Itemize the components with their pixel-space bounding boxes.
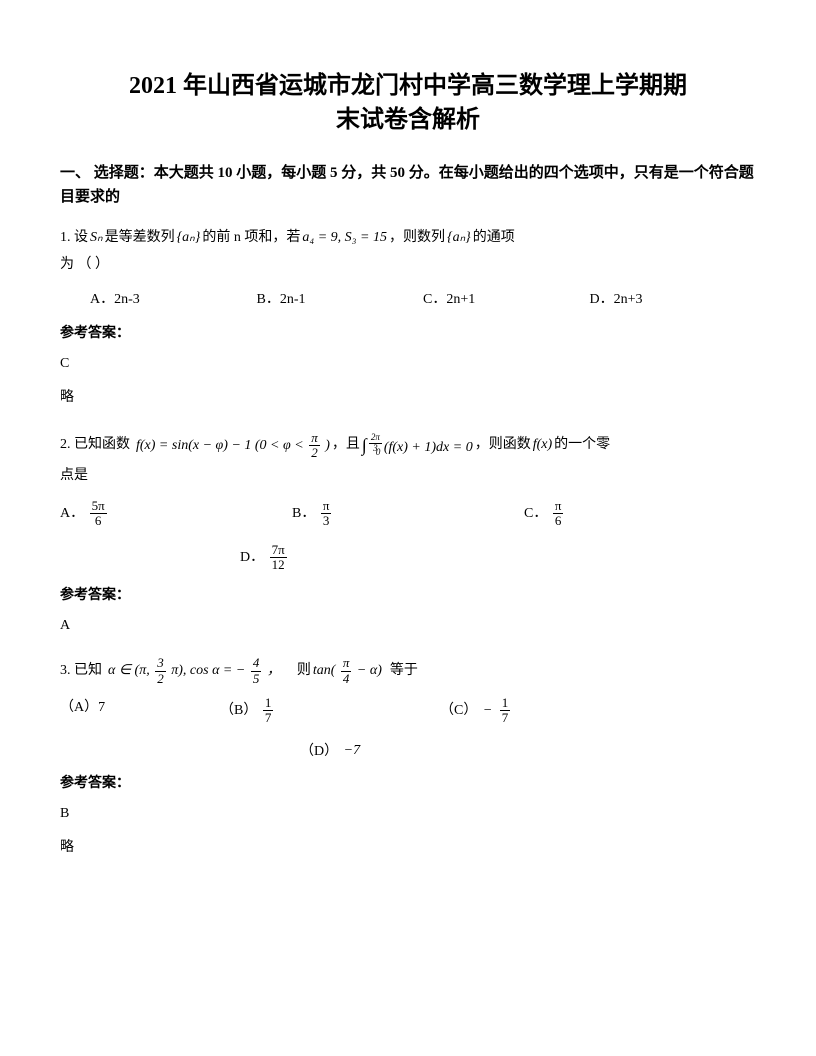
q3-options-row1: （A）7 （B） 17 （C） − 17 [60, 696, 756, 726]
q2-option-c: C． π6 [524, 499, 756, 529]
q1-option-c: C．2n+1 [423, 288, 590, 308]
q2-answer: A [60, 618, 756, 634]
q1-math-an1: {aₙ} [175, 225, 203, 252]
q2-text-2: ，则函数 [475, 432, 531, 459]
q1-line-2: 为 （ ） [60, 252, 756, 279]
q3-text-1: 则 [297, 658, 311, 685]
q1-solution: 略 [60, 386, 756, 406]
q2-math-integral: ∫2π30 (f(x) + 1)dx = 0 [360, 428, 475, 462]
q1-text-1: 是等差数列 [105, 225, 175, 252]
q2-line-2: 点是 [60, 463, 756, 490]
q3-option-a: （A）7 [60, 696, 220, 726]
q1-option-a: A．2n-3 [90, 288, 257, 308]
q1-answer: C [60, 356, 756, 372]
q1-math-cond: a₄ = 9, S₃ = 15 [300, 225, 389, 252]
q3-answer: B [60, 806, 756, 822]
q2-prefix: 2. 已知函数 [60, 432, 130, 459]
q2-math-fx: f(x) = sin(x − φ) − 1 (0 < φ < π2 ) [134, 431, 332, 461]
q1-math-sn: Sₙ [88, 225, 105, 252]
question-1: 1. 设 Sₙ 是等差数列 {aₙ} 的前 n 项和，若 a₄ = 9, S₃ … [60, 225, 756, 278]
section-1-header: 一、 选择题：本大题共 10 小题，每小题 5 分，共 50 分。在每小题给出的… [60, 161, 756, 209]
q1-answer-label: 参考答案： [60, 322, 756, 342]
q3-text-2: 等于 [390, 658, 418, 685]
q1-text-3: ，则数列 [389, 225, 445, 252]
q1-text-4: 的通项 [473, 225, 515, 252]
q2-options-row1: A． 5π6 B． π3 C． π6 [60, 499, 756, 529]
question-2: 2. 已知函数 f(x) = sin(x − φ) − 1 (0 < φ < π… [60, 428, 756, 489]
q2-text-3: 的一个零 [554, 432, 610, 459]
q3-option-c: （C） − 17 [440, 696, 600, 726]
q2-text-1: ，且 [332, 432, 360, 459]
title-line-1: 2021 年山西省运城市龙门村中学高三数学理上学期期 [129, 73, 687, 99]
question-3: 3. 已知 α ∈ (π, 32 π), cos α = − 45 ， 则 ta… [60, 656, 756, 686]
document-title: 2021 年山西省运城市龙门村中学高三数学理上学期期 末试卷含解析 [60, 70, 756, 137]
q2-option-d: D． 7π12 [60, 543, 756, 573]
q1-option-b: B．2n-1 [257, 288, 424, 308]
q1-option-d: D．2n+3 [590, 288, 757, 308]
q2-option-a: A． 5π6 [60, 499, 292, 529]
title-line-2: 末试卷含解析 [336, 107, 480, 133]
q3-option-d: （D） −7 [60, 740, 756, 760]
q2-answer-label: 参考答案： [60, 584, 756, 604]
q3-solution: 略 [60, 836, 756, 856]
q1-options: A．2n-3 B．2n-1 C．2n+1 D．2n+3 [60, 288, 756, 308]
q2-option-b: B． π3 [292, 499, 524, 529]
q1-math-an2: {aₙ} [445, 225, 473, 252]
q2-math-fx2: f(x) [531, 432, 554, 459]
q3-math-tan: tan( π4 − α) [311, 656, 384, 686]
q3-answer-label: 参考答案： [60, 772, 756, 792]
q1-text-2: 的前 n 项和，若 [202, 225, 300, 252]
q3-prefix: 3. 已知 [60, 658, 102, 685]
q1-prefix: 1. 设 [60, 225, 88, 252]
q3-math-alpha: α ∈ (π, 32 π), cos α = − 45 ， [106, 656, 283, 686]
q3-option-b: （B） 17 [220, 696, 440, 726]
